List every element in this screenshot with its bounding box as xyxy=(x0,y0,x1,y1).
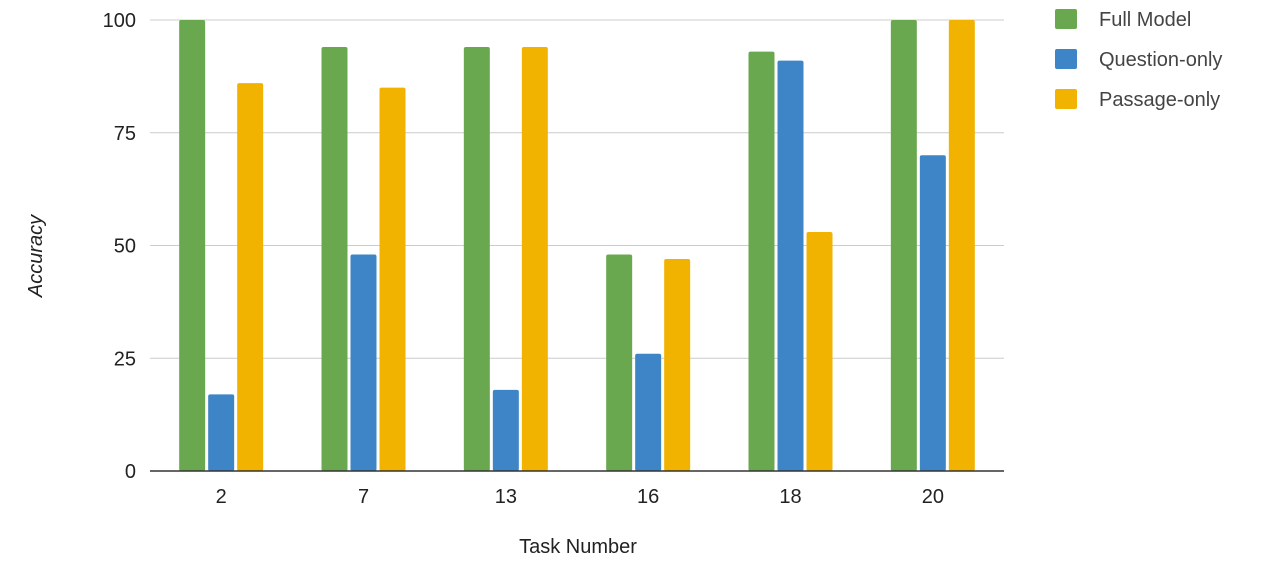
x-axis-title: Task Number xyxy=(519,536,637,557)
bar-passage-only-task-2 xyxy=(237,83,264,471)
bar-passage-only-task-20 xyxy=(948,20,975,471)
bar-question-only-task-20 xyxy=(919,155,946,472)
y-axis-title: Accuracy xyxy=(25,214,47,298)
x-tick-label: 7 xyxy=(358,486,369,508)
bar-question-only-task-2 xyxy=(208,394,235,471)
legend-swatch xyxy=(1055,9,1077,29)
legend: Full Model Question-only Passage-only xyxy=(1055,9,1222,111)
y-tick-label: 100 xyxy=(103,10,136,32)
legend-label: Passage-only xyxy=(1099,89,1220,111)
y-tick-label: 0 xyxy=(125,461,136,483)
bars xyxy=(179,20,975,472)
bar-full-model-task-13 xyxy=(463,47,490,472)
x-tick-label: 2 xyxy=(216,486,227,508)
bar-passage-only-task-7 xyxy=(379,87,406,472)
legend-label: Full Model xyxy=(1099,9,1191,31)
legend-label: Question-only xyxy=(1099,49,1222,71)
bar-question-only-task-7 xyxy=(350,254,377,471)
bar-question-only-task-18 xyxy=(777,60,804,472)
legend-swatch xyxy=(1055,89,1077,109)
x-tick-label: 13 xyxy=(495,486,517,508)
x-tick-label: 18 xyxy=(779,486,801,508)
bar-passage-only-task-16 xyxy=(664,259,691,471)
legend-swatch xyxy=(1055,49,1077,69)
x-tick-label: 16 xyxy=(637,486,659,508)
bar-question-only-task-13 xyxy=(492,389,519,471)
bar-full-model-task-20 xyxy=(890,20,917,471)
x-tick-label: 20 xyxy=(922,486,944,508)
bar-full-model-task-2 xyxy=(179,20,206,471)
bar-passage-only-task-13 xyxy=(521,47,548,472)
bar-full-model-task-16 xyxy=(606,254,633,471)
bar-passage-only-task-18 xyxy=(806,231,833,471)
gridlines xyxy=(150,19,1004,359)
bar-full-model-task-7 xyxy=(321,47,348,472)
bar-question-only-task-16 xyxy=(635,353,662,471)
y-tick-label: 50 xyxy=(114,236,136,258)
y-tick-label: 75 xyxy=(114,123,136,145)
bar-full-model-task-18 xyxy=(748,51,775,471)
y-tick-label: 25 xyxy=(114,348,136,370)
axes: 0 25 50 75 100 2 7 13 16 18 20 xyxy=(103,10,1004,508)
